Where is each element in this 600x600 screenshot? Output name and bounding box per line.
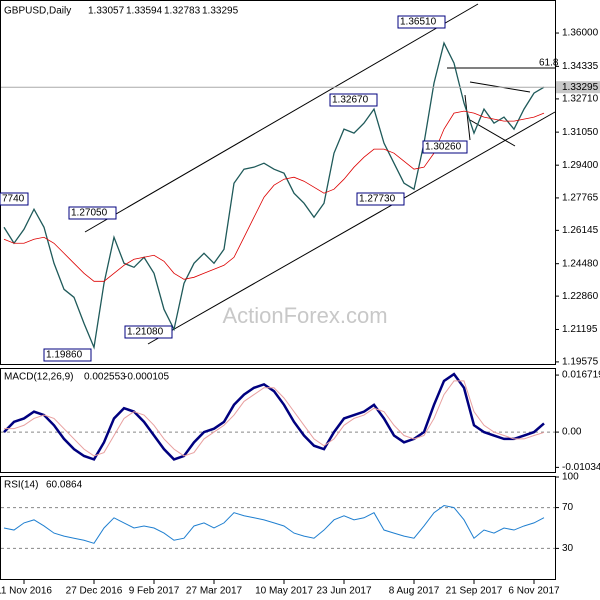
annotation: 1.32670	[332, 95, 369, 106]
x-tick-label: 11 Nov 2016	[0, 586, 52, 597]
high: 1.33594	[126, 6, 163, 17]
macd-panel	[0, 368, 556, 473]
triangle-bottom	[469, 119, 516, 147]
rsi-panel	[0, 476, 556, 580]
price-panel	[0, 0, 556, 365]
x-tick-label: 21 Sep 2017	[446, 586, 503, 597]
annotation-box	[356, 192, 405, 206]
x-tick-label: 10 May 2017	[255, 586, 313, 597]
y-tick-label: 1.36000	[562, 28, 599, 39]
series-line	[3, 41, 545, 350]
close: 1.33295	[202, 6, 239, 17]
y-tick-label: 1.34335	[562, 61, 599, 72]
y-tick-label: 1.29400	[562, 160, 599, 171]
y-tick-label: 70	[562, 502, 574, 513]
y-tick-label: 1.21195	[562, 324, 598, 335]
y-tick-label: 1.27765	[562, 193, 599, 204]
y-tick-label: 1.19575	[562, 357, 599, 368]
y-tick-label: 0.016719	[562, 370, 600, 381]
low: 1.32783	[164, 6, 201, 17]
macd-title: MACD(12,26,9)	[4, 372, 73, 383]
x-tick-label: 23 Jun 2017	[316, 586, 371, 597]
y-tick-label: 1.24480	[562, 258, 599, 269]
current-price-label: 1.33295	[562, 82, 599, 93]
y-tick-label: 1.32710	[562, 94, 599, 105]
y-tick-label: 30	[562, 543, 574, 554]
y-tick-label: -0.010346	[562, 462, 600, 473]
annotation: 1.19860	[46, 350, 83, 361]
x-tick-label: 8 Aug 2017	[389, 586, 440, 597]
annotation-box	[124, 325, 173, 339]
annotation: 1.27050	[71, 208, 108, 219]
annotation-box	[68, 206, 117, 220]
annotation: 1.36510	[400, 17, 437, 28]
rsi-title: RSI(14)	[4, 480, 38, 491]
series-line	[3, 505, 545, 544]
x-tick-label: 6 Nov 2017	[508, 586, 560, 597]
x-tick-label: 27 Dec 2016	[66, 586, 123, 597]
macd-value: 0.002553	[84, 372, 126, 383]
annotation-box	[329, 93, 378, 107]
annotation: 1.27730	[359, 194, 396, 205]
signal-value: -0.000105	[124, 372, 169, 383]
y-tick-label: 1.26145	[562, 225, 599, 236]
x-tick-label: 9 Feb 2017	[129, 586, 180, 597]
channel-upper	[84, 3, 479, 233]
symbol: GBPUSD,Daily	[4, 6, 71, 17]
y-tick-label: 1.22860	[562, 291, 599, 302]
open: 1.33057	[88, 6, 125, 17]
triangle-side	[464, 94, 471, 141]
rsi-value: 60.0864	[46, 480, 83, 491]
annotation: 61.8	[539, 58, 559, 69]
current-price-box	[556, 81, 600, 94]
series-line	[3, 110, 545, 282]
x-tick-label: 27 Mar 2017	[186, 586, 243, 597]
annotation: 1.21080	[127, 327, 164, 338]
annotation: 1.30260	[425, 142, 462, 153]
annotation: 7740	[2, 194, 25, 205]
y-tick-label: 0.00	[562, 427, 582, 438]
series-line	[4, 380, 545, 457]
watermark: ActionForex.com	[222, 303, 387, 328]
series-line	[3, 372, 545, 461]
annotation-box	[43, 348, 92, 362]
annotation-box	[397, 15, 446, 29]
annotation-box	[422, 140, 468, 154]
y-tick-label: 1.31050	[562, 127, 599, 138]
y-tick-label: 100	[562, 472, 579, 483]
annotation-box	[0, 192, 29, 206]
channel-lower	[147, 111, 556, 345]
